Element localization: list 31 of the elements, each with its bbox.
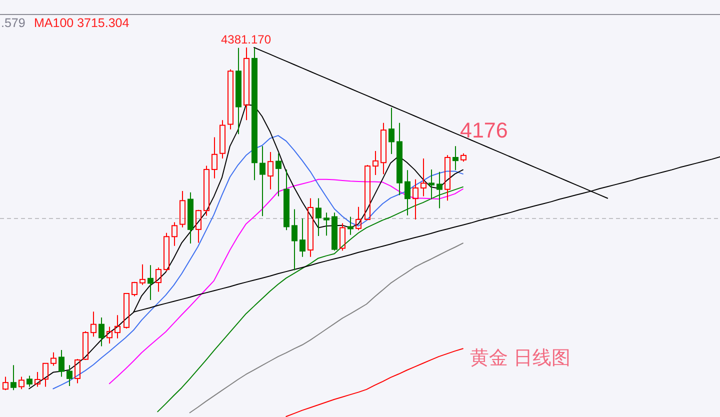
candlestick <box>252 47 258 181</box>
candlestick <box>98 316 104 347</box>
candlestick <box>380 122 386 175</box>
candlestick <box>420 158 426 197</box>
candlestick <box>348 216 354 236</box>
candlestick <box>388 107 394 155</box>
candlestick <box>212 136 218 179</box>
candlestick <box>244 47 250 121</box>
candlestick <box>260 146 266 217</box>
candlestick <box>66 364 72 387</box>
text: .579 <box>1 16 26 30</box>
candlestick <box>452 146 458 171</box>
text: MA100 3715.304 <box>34 16 130 30</box>
candlestick <box>292 208 298 271</box>
text: 4381.170 <box>220 32 272 46</box>
candlestick <box>300 218 306 258</box>
candlestick <box>316 198 322 236</box>
annotation: 4176 <box>460 118 508 142</box>
candlestick <box>58 350 64 378</box>
candlestick <box>236 47 242 135</box>
candlestick <box>188 192 194 244</box>
candlestick <box>308 198 314 258</box>
candlestick <box>268 152 274 190</box>
candlestick <box>396 122 402 196</box>
candlestick <box>106 326 112 344</box>
candlestick <box>114 314 120 339</box>
candlestick <box>372 150 378 176</box>
text: 黄金 日线图 <box>470 348 570 369</box>
candlestick <box>324 212 330 236</box>
candlestick <box>412 178 418 220</box>
candlestick <box>148 264 154 301</box>
